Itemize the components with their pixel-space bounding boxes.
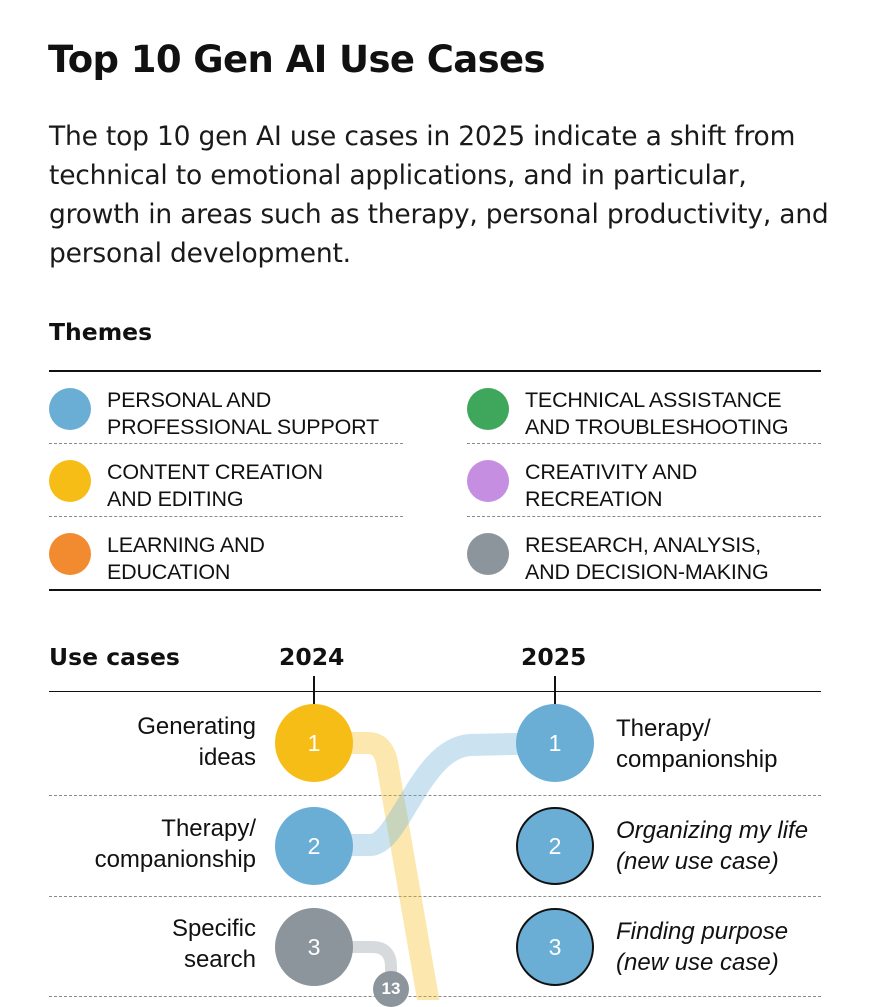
label-2025-rank-2: Organizing my life (new use case) [616, 815, 808, 877]
flow-line-generating-ideas [303, 732, 440, 1000]
use-cases-rule [49, 691, 821, 692]
label-line1: Specific [171, 915, 256, 942]
legend-label-line2: RECREATION [525, 487, 663, 511]
label-line2: search [183, 946, 256, 973]
flow-line-specific-search [308, 941, 397, 996]
page-subtitle: The top 10 gen AI use cases in 2025 indi… [49, 121, 829, 269]
label-2024-rank-1: Generating ideas [137, 711, 256, 773]
legend-dot [49, 460, 91, 502]
label-2024-rank-3: Specific search [172, 913, 256, 975]
label-line1: Therapy/ [161, 815, 256, 842]
flow-line-therapy-companionship [303, 732, 566, 856]
row-divider [49, 795, 821, 796]
legend-label-line2: AND DECISION-MAKING [525, 560, 769, 584]
label-line1: Finding purpose [616, 918, 789, 945]
legend-divider [467, 516, 821, 517]
legend-divider [49, 443, 403, 444]
row-divider [49, 996, 821, 997]
legend-item-learning-education: LEARNING AND EDUCATION [49, 524, 409, 584]
legend-dot [467, 460, 509, 502]
legend-label-line1: LEARNING AND [107, 533, 265, 557]
legend-label-line1: CONTENT CREATION [107, 460, 323, 484]
label-line2: (new use case) [616, 848, 779, 875]
themes-bottom-rule [49, 589, 821, 591]
themes-heading: Themes [49, 318, 153, 346]
label-2025-rank-1: Therapy/ companionship [616, 713, 777, 775]
legend-label-line1: CREATIVITY AND [525, 460, 698, 484]
themes-top-rule [49, 370, 821, 372]
legend-item-content-creation: CONTENT CREATION AND EDITING [49, 451, 409, 511]
legend-item-personal-professional-support: PERSONAL AND PROFESSIONAL SUPPORT [49, 379, 409, 439]
label-line2: companionship [616, 746, 778, 773]
label-line2: companionship [94, 846, 256, 873]
legend-divider [49, 516, 403, 517]
legend-label-line1: TECHNICAL ASSISTANCE [525, 388, 782, 412]
legend-label-line1: PERSONAL AND [107, 388, 272, 412]
legend-dot [49, 533, 91, 575]
legend-dot [467, 533, 509, 575]
label-line1: Therapy/ [616, 715, 711, 742]
label-2024-rank-2: Therapy/ companionship [95, 813, 256, 875]
rank-circle-2024-2: 2 [275, 807, 353, 885]
legend-label-line2: PROFESSIONAL SUPPORT [107, 415, 379, 439]
legend-label-line2: AND TROUBLESHOOTING [525, 415, 789, 439]
label-line1: Organizing my life [616, 817, 809, 844]
row-divider [49, 896, 821, 897]
rank-circle-2025-2: 2 [516, 807, 594, 885]
rank-circle-2025-3: 3 [516, 908, 594, 986]
rank-circle-2025-1: 1 [516, 704, 594, 782]
legend-divider [467, 443, 821, 444]
legend-dot [467, 388, 509, 430]
label-2025-rank-3: Finding purpose (new use case) [616, 916, 788, 978]
legend-label-line2: EDUCATION [107, 560, 231, 584]
rank-marker-13: 13 [373, 971, 409, 1007]
rank-circle-2024-3: 3 [275, 908, 353, 986]
legend-item-research-analysis: RESEARCH, ANALYSIS, AND DECISION-MAKING [467, 524, 827, 584]
label-line2: ideas [198, 744, 256, 771]
page-title: Top 10 Gen AI Use Cases [48, 38, 546, 81]
legend-item-technical-assistance: TECHNICAL ASSISTANCE AND TROUBLESHOOTING [467, 379, 827, 439]
year-2025-label: 2025 [521, 643, 587, 671]
legend-label-line2: AND EDITING [107, 487, 244, 511]
legend-item-creativity-recreation: CREATIVITY AND RECREATION [467, 451, 827, 511]
use-cases-heading: Use cases [49, 643, 180, 671]
rank-circle-2024-1: 1 [275, 704, 353, 782]
legend-dot [49, 388, 91, 430]
label-line1: Generating [137, 713, 256, 740]
label-line2: (new use case) [616, 949, 779, 976]
legend-label-line1: RESEARCH, ANALYSIS, [525, 533, 761, 557]
year-2024-label: 2024 [279, 643, 345, 671]
